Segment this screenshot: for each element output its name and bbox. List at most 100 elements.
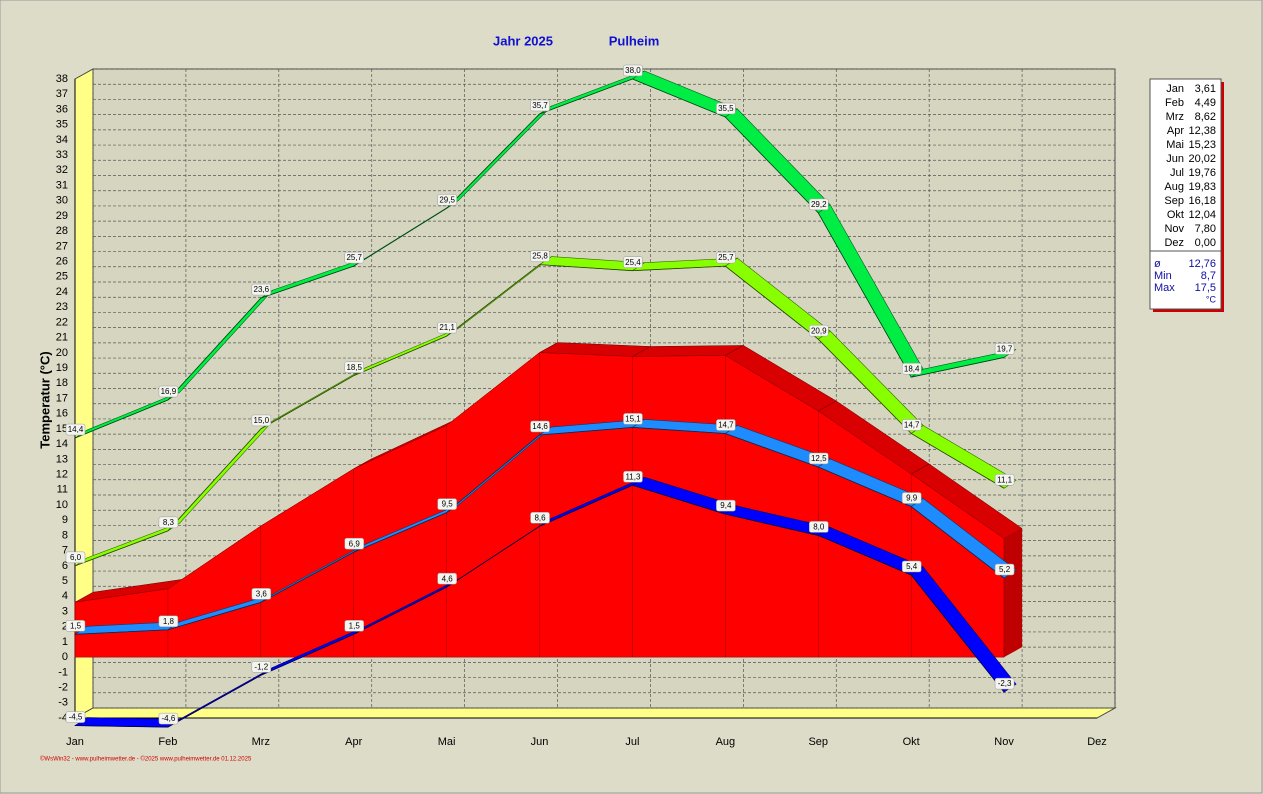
y-tick-label: 34 [56, 134, 68, 146]
value-label-box [901, 492, 922, 504]
y-tick-label: 16 [56, 408, 68, 420]
value-label-box [344, 537, 364, 550]
table-value: 0,00 [1195, 237, 1216, 249]
table-value: 3,61 [1195, 83, 1216, 95]
value-label: 5,2 [999, 565, 1011, 574]
value-label: -1,2 [254, 663, 268, 672]
y-tick-label: 12 [56, 468, 68, 480]
y-tick-label: 7 [62, 545, 68, 557]
value-label: 6,0 [70, 553, 82, 562]
y-tick-label: 5 [62, 575, 68, 587]
y-tick-label: 3 [62, 605, 68, 617]
y-tick-label: 15 [56, 423, 68, 435]
value-label-box [437, 194, 457, 206]
x-tick-label: Jul [625, 736, 639, 748]
table-value: 8,62 [1195, 111, 1216, 123]
value-label: 29,5 [439, 195, 455, 204]
value-label-box [251, 283, 272, 296]
value-label-box [623, 64, 643, 77]
x-tick-label: Apr [345, 736, 362, 748]
table-month: Dez [1164, 237, 1184, 249]
y-tick-label: 35 [56, 119, 68, 131]
value-label: 14,7 [904, 421, 920, 430]
value-label-box [623, 470, 643, 483]
value-label: 25,4 [625, 258, 641, 267]
y-tick-label: 26 [56, 255, 68, 267]
value-label-box [437, 498, 457, 510]
value-label: 6,9 [349, 539, 361, 548]
value-label: 35,7 [532, 101, 548, 110]
value-label: 38,0 [625, 66, 641, 75]
y-tick-label: 11 [57, 484, 68, 496]
value-label: 1,5 [349, 621, 361, 630]
stat-value: 8,7 [1201, 270, 1216, 282]
value-label-box [65, 551, 86, 564]
value-label: 15,1 [625, 415, 641, 424]
stat-name: Min [1154, 270, 1172, 282]
value-label: 3,6 [256, 589, 268, 598]
table-month: Mai [1166, 139, 1184, 151]
value-label-box [251, 588, 272, 600]
value-label: 12,5 [811, 454, 827, 463]
y-tick-label: 37 [56, 88, 68, 100]
area-side [1004, 528, 1023, 658]
y-tick-label: 33 [56, 149, 68, 161]
x-tick-label: Feb [158, 736, 177, 748]
value-label: 23,6 [254, 285, 270, 294]
value-label: -2,3 [998, 679, 1012, 688]
value-label: 1,8 [163, 617, 175, 626]
table-value: 15,23 [1188, 139, 1216, 151]
value-label-box [251, 661, 272, 673]
value-label: 11,3 [625, 472, 641, 481]
value-label-box [994, 563, 1015, 576]
value-label: 14,4 [68, 425, 84, 434]
value-label: 19,7 [997, 345, 1013, 354]
value-label-box [158, 516, 179, 529]
value-label-box [344, 361, 364, 373]
value-label-box [65, 711, 86, 723]
value-label: 9,5 [442, 500, 454, 509]
y-tick-label: 6 [62, 560, 68, 572]
table-value: 12,04 [1188, 209, 1216, 221]
y-tick-label: 0 [62, 651, 68, 663]
stat-name: Max [1154, 282, 1175, 294]
y-tick-label: 32 [56, 164, 68, 176]
value-label-box [716, 102, 736, 115]
x-tick-label: Nov [994, 736, 1014, 748]
value-label-box [158, 712, 179, 725]
y-tick-label: 17 [56, 392, 68, 404]
value-label: 1,5 [70, 621, 82, 630]
table-month: Apr [1167, 125, 1184, 137]
table-value: 19,83 [1188, 181, 1216, 193]
value-label: 11,1 [997, 475, 1013, 484]
value-label-box [994, 677, 1015, 690]
table-month: Okt [1167, 209, 1184, 221]
value-label-box [809, 452, 829, 465]
y-tick-label: 36 [56, 103, 68, 115]
value-label-box [530, 512, 550, 524]
x-tick-label: Okt [903, 736, 920, 748]
value-label: 25,7 [346, 253, 362, 262]
y-tick-label: 1 [62, 636, 68, 648]
value-label: 25,7 [718, 253, 734, 262]
table-month: Mrz [1166, 111, 1184, 123]
value-label: 15,0 [254, 416, 270, 425]
y-tick-label: 22 [56, 316, 68, 328]
value-label-box [530, 250, 550, 262]
value-label-box [158, 385, 179, 398]
table-month: Jul [1170, 167, 1184, 179]
table-month: Jan [1166, 83, 1184, 95]
table-box [1149, 78, 1222, 310]
value-label-box [65, 620, 86, 632]
table-value: 19,76 [1188, 167, 1216, 179]
value-label-box [437, 321, 457, 334]
x-tick-label: Aug [716, 736, 736, 748]
value-label: -4,5 [69, 713, 83, 722]
x-tick-label: Sep [808, 736, 828, 748]
y-tick-label: 24 [56, 286, 68, 298]
value-label-box [809, 521, 829, 533]
value-label: 14,6 [532, 422, 548, 431]
y-tick-label: 23 [56, 301, 68, 313]
value-label-box [623, 413, 643, 425]
